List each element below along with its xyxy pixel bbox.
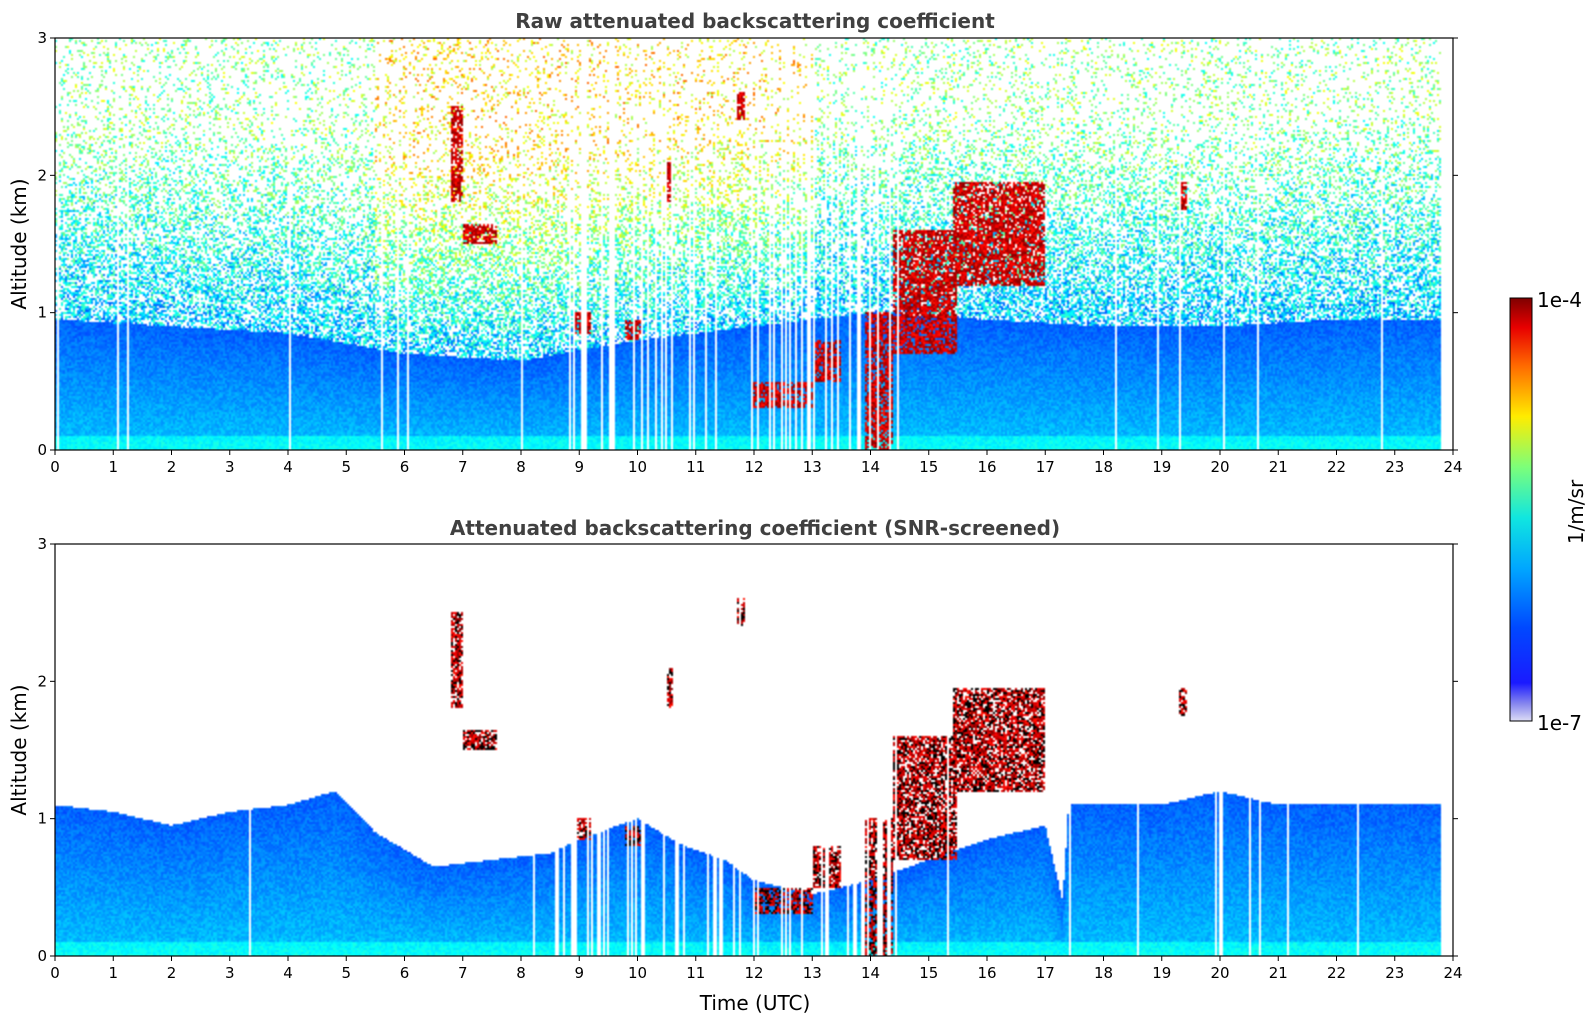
y-tick-label: 0: [37, 947, 47, 965]
x-tick-label: 16: [977, 964, 996, 982]
x-tick-label: 4: [283, 964, 293, 982]
panel-screened-xlabel: Time (UTC): [699, 991, 811, 1015]
raw-backscatter-heatmap: [55, 38, 1453, 450]
y-tick-label: 0: [37, 441, 47, 459]
x-tick-label: 24: [1443, 964, 1462, 982]
x-tick-label: 10: [628, 458, 647, 476]
x-tick-label: 17: [1036, 458, 1055, 476]
x-tick-label: 14: [861, 458, 880, 476]
y-tick-label: 3: [37, 29, 47, 47]
x-tick-label: 15: [919, 458, 938, 476]
colorbar-unit-label: 1/m/sr: [1564, 479, 1588, 544]
x-tick-label: 5: [341, 964, 351, 982]
x-tick-label: 8: [516, 458, 526, 476]
x-tick-label: 16: [977, 458, 996, 476]
x-tick-label: 2: [167, 458, 177, 476]
y-tick-label: 2: [37, 166, 47, 184]
x-tick-label: 17: [1036, 964, 1055, 982]
x-tick-label: 3: [225, 964, 235, 982]
x-tick-label: 2: [167, 964, 177, 982]
x-tick-label: 21: [1269, 964, 1288, 982]
x-tick-label: 5: [341, 458, 351, 476]
panel-raw-title: Raw attenuated backscattering coefficien…: [515, 9, 995, 33]
x-tick-label: 23: [1385, 964, 1404, 982]
x-tick-label: 9: [574, 964, 584, 982]
y-tick-label: 2: [37, 672, 47, 690]
x-tick-label: 23: [1385, 458, 1404, 476]
screened-backscatter-heatmap: [55, 544, 1453, 956]
x-tick-label: 21: [1269, 458, 1288, 476]
x-tick-label: 24: [1443, 458, 1462, 476]
panel-screened-title: Attenuated backscattering coefficient (S…: [450, 516, 1060, 540]
panel-screened-y-axis: 0 1 2 3: [37, 535, 1458, 965]
x-tick-label: 20: [1210, 964, 1229, 982]
x-tick-label: 7: [458, 964, 468, 982]
x-tick-label: 6: [400, 964, 410, 982]
x-tick-label: 8: [516, 964, 526, 982]
colorbar-min-label: 1e-7: [1537, 711, 1582, 735]
x-tick-label: 0: [50, 458, 60, 476]
panel-raw: Raw attenuated backscattering coefficien…: [7, 9, 1463, 476]
x-tick-label: 6: [400, 458, 410, 476]
colorbar: 1e-4 1e-7 1/m/sr: [1509, 288, 1588, 735]
x-tick-label: 10: [628, 964, 647, 982]
x-tick-label: 9: [574, 458, 584, 476]
x-tick-label: 4: [283, 458, 293, 476]
x-tick-label: 20: [1210, 458, 1229, 476]
panel-screened-ylabel: Altitude (km): [7, 684, 31, 815]
y-tick-label: 1: [37, 304, 47, 322]
x-tick-label: 22: [1327, 964, 1346, 982]
panel-screened: Attenuated backscattering coefficient (S…: [7, 516, 1463, 1015]
y-tick-label: 3: [37, 535, 47, 553]
panel-raw-ylabel: Altitude (km): [7, 178, 31, 309]
panel-raw-y-axis: 0 1 2 3: [37, 29, 1458, 459]
y-tick-label: 1: [37, 810, 47, 828]
x-tick-label: 7: [458, 458, 468, 476]
x-tick-label: 18: [1094, 458, 1113, 476]
x-tick-label: 12: [744, 964, 763, 982]
x-tick-label: 3: [225, 458, 235, 476]
x-tick-label: 18: [1094, 964, 1113, 982]
colorbar-max-label: 1e-4: [1537, 288, 1582, 312]
x-tick-label: 12: [744, 458, 763, 476]
x-tick-label: 1: [108, 458, 118, 476]
x-tick-label: 14: [861, 964, 880, 982]
panel-raw-x-axis: 0 1 2 3 4 5 6 7 8 9 10 11 12 13 14 15 16 17 18 19 20 21 22 23 24: [50, 450, 1463, 476]
x-tick-label: 19: [1152, 964, 1171, 982]
panel-screened-x-axis: 0 1 2 3 4 5 6 7 8 9 10 11 12 13 14 15 16 17 18 19 20 21 22 23 24: [50, 956, 1463, 982]
x-tick-label: 11: [686, 458, 705, 476]
x-tick-label: 22: [1327, 458, 1346, 476]
x-tick-label: 13: [803, 458, 822, 476]
x-tick-label: 19: [1152, 458, 1171, 476]
x-tick-label: 15: [919, 964, 938, 982]
x-tick-label: 11: [686, 964, 705, 982]
x-tick-label: 13: [803, 964, 822, 982]
x-tick-label: 0: [50, 964, 60, 982]
colorbar-gradient: [1509, 297, 1533, 722]
x-tick-label: 1: [108, 964, 118, 982]
